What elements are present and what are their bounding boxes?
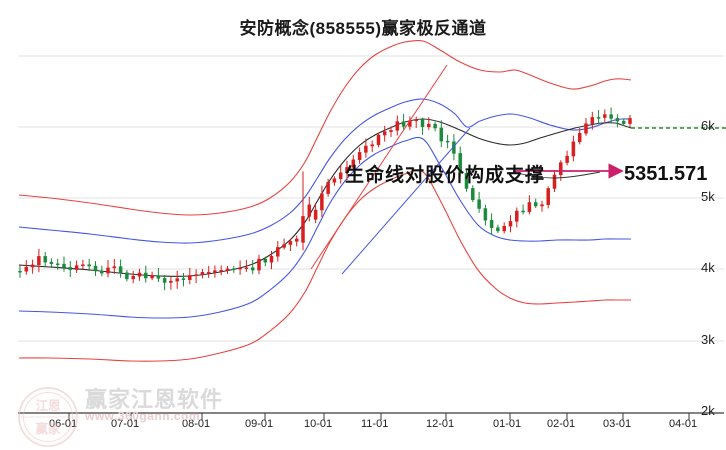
svg-text:江恩: 江恩: [35, 398, 61, 413]
svg-text:赢家: 赢家: [35, 421, 61, 436]
